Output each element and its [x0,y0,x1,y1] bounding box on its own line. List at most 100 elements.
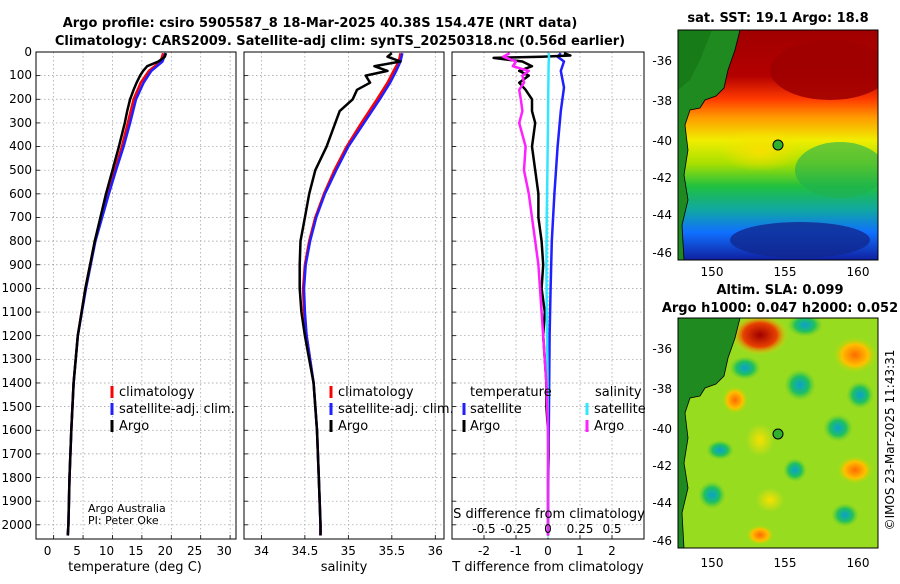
temperature-profile-panel: 0 100 200 300 400 500 600 700 800 900 10… [1,45,237,575]
difference-axes-frame [451,51,645,540]
temperature-axes-frame [35,51,237,540]
legend-label-satellite-adj: satellite-adj. clim. [119,402,235,417]
legend-label-s-satellite: satellite [594,402,646,417]
depth-tick-label: 800 [9,234,32,248]
temperature-x-tick-label: 0 [44,544,52,558]
sla-lat-tick-labels: -36 -38 -40 -42 -44 -46 [652,342,672,548]
sla-argo-location-marker [772,428,784,440]
sla-low-eddy-5 [823,414,853,442]
depth-tick-label: 300 [9,116,32,130]
legend-label-s-argo: Argo [594,419,624,434]
depth-tick-label: 200 [9,92,32,106]
salinity-x-tick-label: 35.5 [378,544,405,558]
salinity-x-tick-label: 34 [254,544,269,558]
sla-map-subtitle: Argo h1000: 0.047 h2000: 0.052 [662,301,898,316]
depth-tick-label: 1700 [1,447,32,461]
temperature-x-tick-label: 10 [99,544,114,558]
lat-tick-label: -40 [652,134,672,148]
sla-high-eddy-6 [756,488,784,512]
salinity-x-tick-labels: 34 34.5 35 35.5 36 [254,544,443,558]
sla-high-eddy-5 [837,456,873,484]
t-difference-x-tick-label: 2 [608,544,616,558]
s-difference-tick-label: 0.25 [567,522,594,536]
temperature-x-tick-label: 20 [158,544,173,558]
credit-line2: PI: Peter Oke [88,514,159,527]
s-diff-argo-line [501,52,550,536]
depth-tick-label: 100 [9,68,32,82]
sla-low-eddy-4 [846,381,874,409]
depth-tick-label: 1600 [1,423,32,437]
sla-land-australia [678,318,741,548]
temperature-legend: climatology satellite-adj. clim. Argo [110,385,235,434]
sst-lat-tick-labels: -36 -38 -40 -42 -44 -46 [652,54,672,260]
sla-low-eddy-2 [729,356,761,380]
temperature-gridlines [36,51,236,539]
salinity-profile-panel: 34 34.5 35 35.5 36 salinity climatology … [243,51,454,575]
t-diff-satellite-line [546,52,566,536]
depth-tick-label: 1400 [1,376,32,390]
salinity-x-tick-label: 36 [428,544,443,558]
difference-series [492,52,572,536]
legend-header-temperature: temperature [470,385,552,400]
credit-line1: Argo Australia [88,502,166,515]
sst-warm-core [770,40,878,100]
depth-tick-label: 1300 [1,352,32,366]
depth-tick-label: 400 [9,139,32,153]
legend-label-satellite-adj: satellite-adj. clim. [338,402,454,417]
figure-title-line2: Climatology: CARS2009. Satellite-adj cli… [55,34,625,49]
argo-line [298,52,402,536]
salinity-legend: climatology satellite-adj. clim. Argo [329,385,454,434]
temperature-axes-background [36,52,236,539]
sst-cool-eddy [795,142,878,198]
lat-tick-label: -42 [652,459,672,473]
lon-tick-label: 160 [847,556,870,570]
t-difference-x-tick-label: -2 [478,544,490,558]
temperature-series [66,52,168,536]
lat-tick-label: -46 [652,534,672,548]
sla-low-eddy-9 [831,503,859,527]
sla-low-eddy-7 [783,458,807,482]
depth-tick-label: 1900 [1,494,32,508]
argo-line [66,52,168,536]
temperature-x-tick-label: 15 [128,544,143,558]
depth-tick-label: 900 [9,258,32,272]
sla-low-eddy-6 [706,440,734,460]
depth-tick-label: 1100 [1,305,32,319]
depth-tick-label: 1800 [1,471,32,485]
lon-tick-label: 160 [847,265,870,279]
lat-tick-label: -38 [652,382,672,396]
legend-label-t-satellite: satellite [470,402,522,417]
sla-low-eddy-3 [784,369,816,401]
sst-land-shade [678,30,712,90]
salinity-gridlines [244,51,444,539]
sla-map-panel: Altim. SLA: 0.099 Argo h1000: 0.047 h200… [652,283,898,570]
lat-tick-label: -40 [652,422,672,436]
s-difference-tick-label: -0.25 [500,522,531,536]
depth-tick-label: 0 [24,45,32,59]
depth-tick-label: 500 [9,163,32,177]
temperature-x-tick-label: 30 [216,544,231,558]
depth-tick-labels: 0 100 200 300 400 500 600 700 800 900 10… [1,45,32,532]
lat-tick-label: -42 [652,171,672,185]
sla-lon-tick-labels: 150 155 160 [701,556,870,570]
s-difference-tick-labels: -0.5 -0.25 0 0.25 0.5 [472,522,621,536]
lon-tick-label: 155 [774,556,797,570]
sla-high-eddy-1 [732,318,788,355]
lat-tick-label: -36 [652,54,672,68]
lon-tick-label: 150 [701,556,724,570]
depth-tick-label: 2000 [1,518,32,532]
s-difference-tick-label: 0.5 [602,522,621,536]
lat-tick-label: -38 [652,94,672,108]
t-difference-x-tick-labels: -2 -1 0 1 2 [478,544,616,558]
sst-map-title: sat. SST: 19.1 Argo: 18.8 [687,11,868,26]
sst-lon-tick-labels: 150 155 160 [701,265,870,279]
legend-label-t-argo: Argo [470,419,500,434]
depth-tick-label: 1200 [1,329,32,343]
legend-label-climatology: climatology [119,385,195,400]
sst-argo-location-marker [772,139,784,151]
lat-tick-label: -44 [652,208,672,222]
s-difference-axis-label: S difference from climatology [453,507,645,522]
legend-label-argo: Argo [338,419,368,434]
